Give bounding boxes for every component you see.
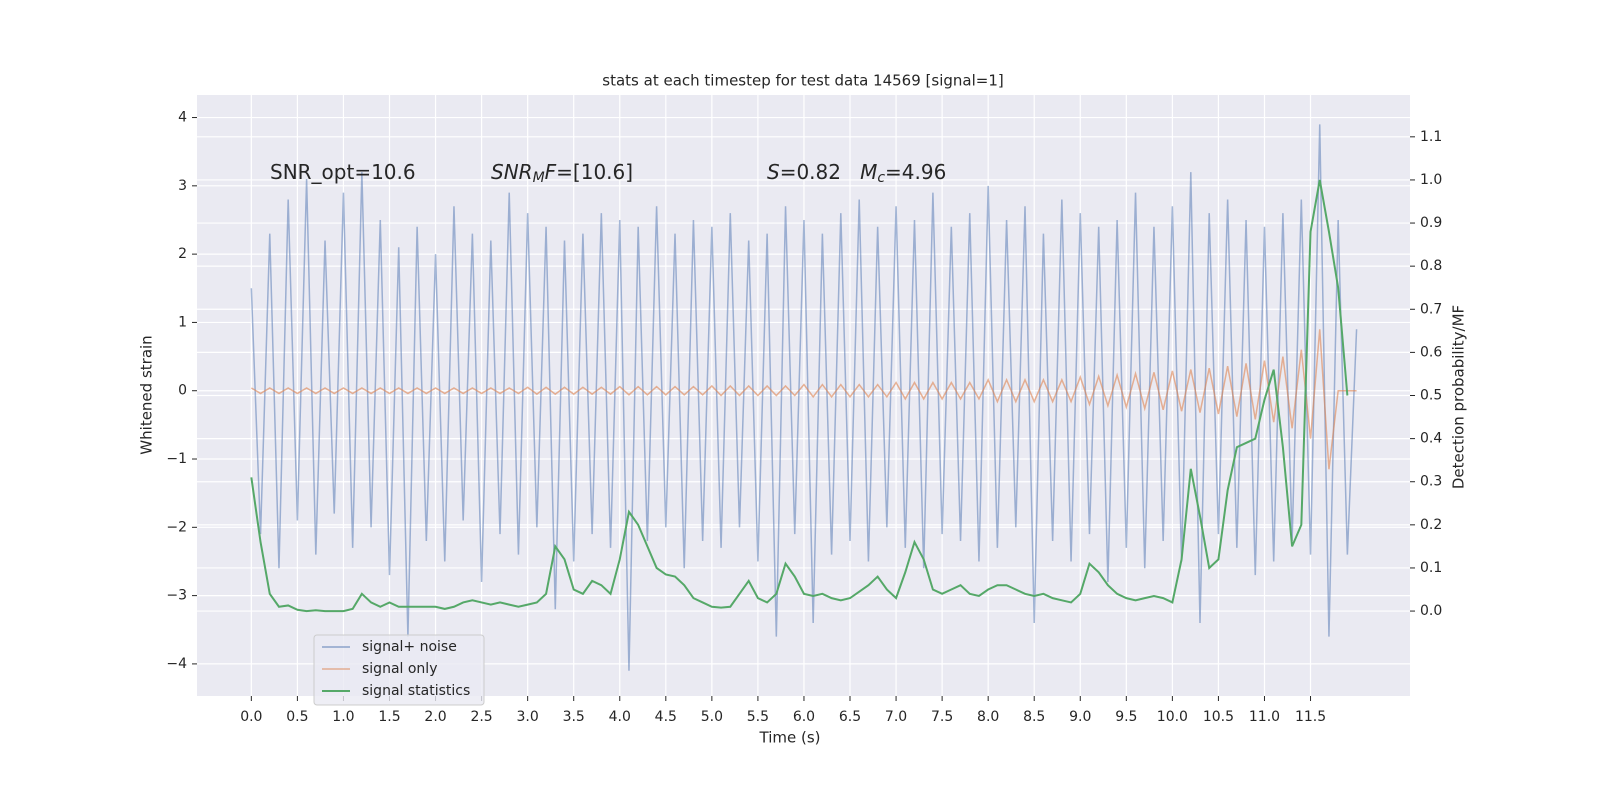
annotation-part: SNR [491, 160, 533, 184]
annotation: SNRMF=[10.6] [491, 160, 633, 187]
x-tick-label: 3.0 [517, 709, 539, 725]
legend-label: signal+ noise [362, 639, 457, 655]
x-tick-label: 6.5 [839, 709, 861, 725]
y2-tick-label: 0.1 [1420, 560, 1442, 576]
x-axis-label: Time (s) [759, 729, 821, 747]
legend-box [313, 634, 485, 706]
y-tick-label: −3 [166, 588, 187, 604]
x-tick-label: 9.0 [1069, 709, 1091, 725]
annotation-part: S [767, 160, 780, 184]
annotation: SNR_opt=10.6 [270, 160, 416, 184]
x-tick-label: 8.0 [977, 709, 999, 725]
x-tick-label: 11.5 [1295, 709, 1326, 725]
annotation-part: M [860, 160, 877, 184]
x-tick-label: 5.5 [747, 709, 769, 725]
x-tick-label: 3.5 [563, 709, 585, 725]
legend-label: signal statistics [362, 683, 470, 699]
y2-axis-label: Detection probability/MF [1450, 305, 1468, 489]
y-tick-label: −4 [166, 656, 187, 672]
x-tick-label: 0.0 [240, 709, 262, 725]
x-tick-label: 11.0 [1249, 709, 1280, 725]
y2-tick-label: 0.8 [1420, 258, 1442, 274]
annotation-part: SNR_opt=10.6 [270, 160, 416, 184]
x-tick-label: 2.5 [470, 709, 492, 725]
y2-tick-label: 1.1 [1420, 129, 1442, 145]
x-tick-label: 2.0 [424, 709, 446, 725]
y-tick-label: 0 [178, 383, 187, 399]
x-tick-label: 5.0 [701, 709, 723, 725]
series-line [250, 179, 1349, 613]
series-line [250, 124, 1358, 671]
y-tick-label: −1 [166, 451, 187, 467]
x-tick-label: 6.0 [793, 709, 815, 725]
y-tick-label: 3 [178, 178, 187, 194]
y2-tick-label: 0.9 [1420, 215, 1442, 231]
series-line [250, 329, 1357, 470]
y2-tick-label: 0.0 [1420, 603, 1442, 619]
x-tick-label: 4.5 [655, 709, 677, 725]
annotation-part: F [545, 160, 557, 184]
x-tick-label: 4.0 [609, 709, 631, 725]
x-tick-label: 0.5 [286, 709, 308, 725]
y-axis-label: Whitened strain [138, 335, 156, 454]
annotation-part: M [533, 170, 545, 186]
y-tick-label: 2 [178, 246, 187, 262]
annotation: S=0.82 Mc=4.96 [767, 160, 946, 187]
y-tick-label: 4 [178, 110, 187, 126]
x-tick-label: 1.5 [378, 709, 400, 725]
annotation-part: =4.96 [885, 160, 946, 184]
y-tick-label: 1 [178, 314, 187, 330]
annotation-part: =0.82 [780, 160, 860, 184]
x-tick-label: 1.0 [332, 709, 354, 725]
y2-tick-label: 0.7 [1420, 301, 1442, 317]
chart-title: stats at each timestep for test data 145… [602, 72, 1003, 90]
x-tick-label: 9.5 [1115, 709, 1137, 725]
annotation-part: c [877, 170, 885, 186]
annotation-part: =[10.6] [556, 160, 633, 184]
y2-tick-label: 0.5 [1420, 388, 1442, 404]
x-tick-label: 8.5 [1023, 709, 1045, 725]
y-tick-label: −2 [166, 519, 187, 535]
y2-tick-label: 0.3 [1420, 474, 1442, 490]
y2-tick-label: 0.6 [1420, 344, 1442, 360]
x-tick-label: 10.0 [1157, 709, 1188, 725]
x-tick-label: 10.5 [1203, 709, 1234, 725]
y2-tick-label: 0.2 [1420, 517, 1442, 533]
legend-label: signal only [362, 661, 437, 677]
y2-tick-label: 0.4 [1420, 431, 1442, 447]
y2-tick-label: 1.0 [1420, 172, 1442, 188]
x-tick-label: 7.0 [885, 709, 907, 725]
x-tick-label: 7.5 [931, 709, 953, 725]
